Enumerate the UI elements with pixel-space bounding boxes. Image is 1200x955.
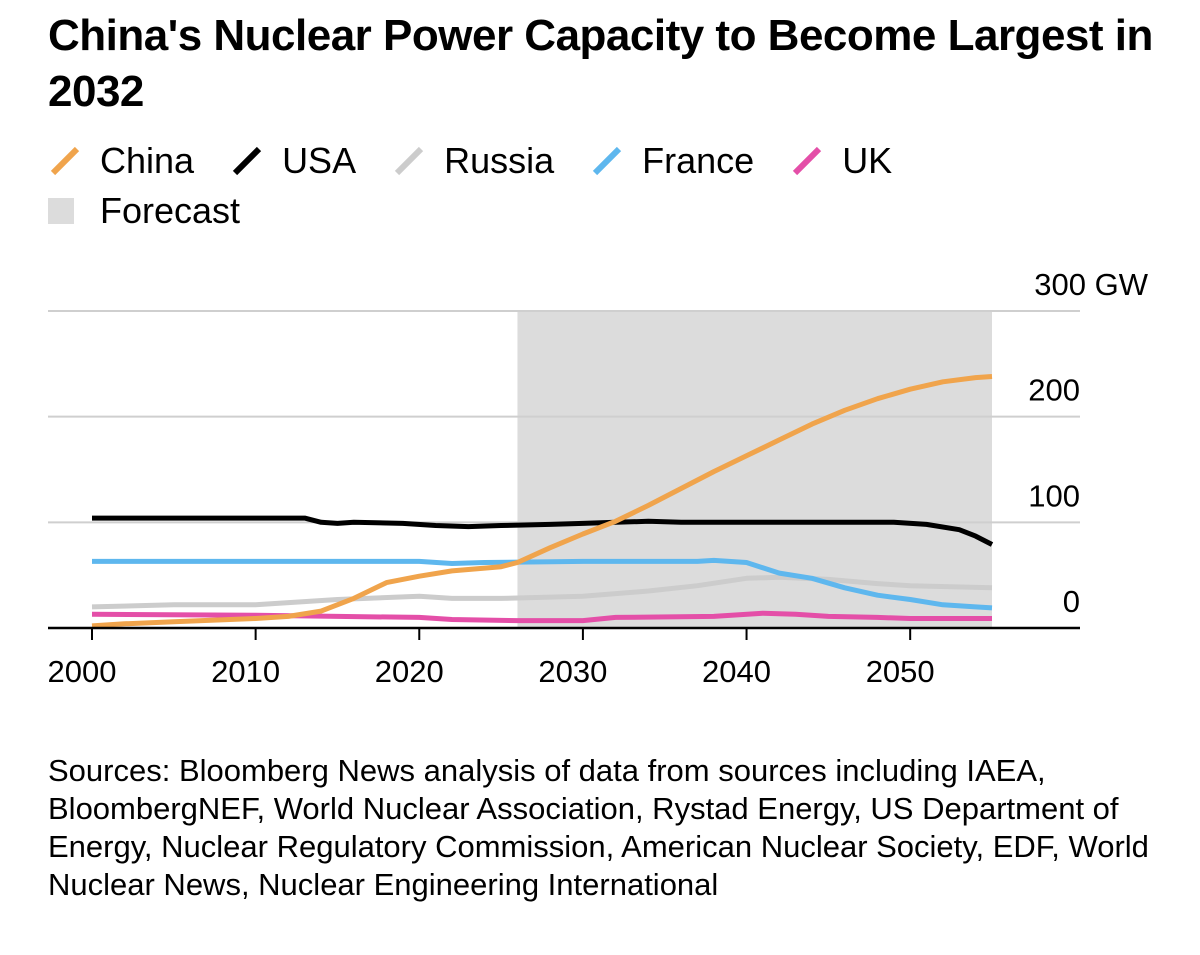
series-line-usa bbox=[92, 515, 994, 547]
series-line-france bbox=[92, 557, 993, 611]
legend-swatch-russia bbox=[394, 146, 424, 176]
legend-item-china: China bbox=[48, 141, 194, 181]
source-note: Sources: Bloomberg News analysis of data… bbox=[48, 753, 1149, 902]
series-line-russia bbox=[91, 574, 993, 610]
legend-row-forecast: Forecast bbox=[48, 186, 1148, 236]
legend-swatch-france bbox=[593, 146, 622, 176]
legend-item-forecast: Forecast bbox=[48, 191, 240, 231]
legend: China USA Russia France UK Forecast bbox=[48, 136, 1148, 236]
legend-label-china: China bbox=[100, 140, 195, 181]
x-tick-label-2010: 2010 bbox=[211, 654, 280, 689]
line-chart: 0 100 200 300 GW 2000 2010 2020 2030 2040 2050 bbox=[48, 267, 1149, 689]
x-tick-label-2000: 2000 bbox=[48, 654, 117, 689]
legend-item-uk: UK bbox=[790, 141, 892, 181]
legend-item-usa: USA bbox=[230, 141, 356, 181]
series-line-uk bbox=[91, 610, 992, 624]
x-tick-label-2040: 2040 bbox=[702, 654, 771, 689]
legend-item-france: France bbox=[590, 141, 754, 181]
legend-label-uk: UK bbox=[842, 140, 893, 181]
y-tick-label-200: 200 bbox=[1028, 373, 1080, 408]
legend-label-forecast: Forecast bbox=[100, 190, 241, 231]
y-tick-label-0: 0 bbox=[1063, 584, 1080, 619]
legend-swatch-usa bbox=[232, 146, 262, 176]
legend-swatch-uk bbox=[793, 146, 822, 176]
legend-label-usa: USA bbox=[282, 140, 357, 181]
legend-row-series: China USA Russia France UK bbox=[48, 136, 1148, 186]
y-tick-label-100: 100 bbox=[1028, 478, 1080, 513]
legend-label-france: France bbox=[642, 140, 755, 181]
series-line-china bbox=[91, 374, 993, 629]
chart-title: China's Nuclear Power Capacity to Become… bbox=[48, 11, 1153, 116]
x-tick-label-2020: 2020 bbox=[375, 654, 444, 689]
x-tick-label-2050: 2050 bbox=[866, 654, 935, 689]
y-tick-label-300: 300 GW bbox=[1034, 267, 1148, 302]
legend-swatch-forecast bbox=[48, 198, 74, 224]
forecast-region bbox=[517, 311, 992, 628]
legend-item-russia: Russia bbox=[392, 141, 554, 181]
legend-swatch-china bbox=[50, 146, 80, 176]
legend-label-russia: Russia bbox=[444, 140, 555, 181]
x-tick-label-2030: 2030 bbox=[538, 654, 607, 689]
